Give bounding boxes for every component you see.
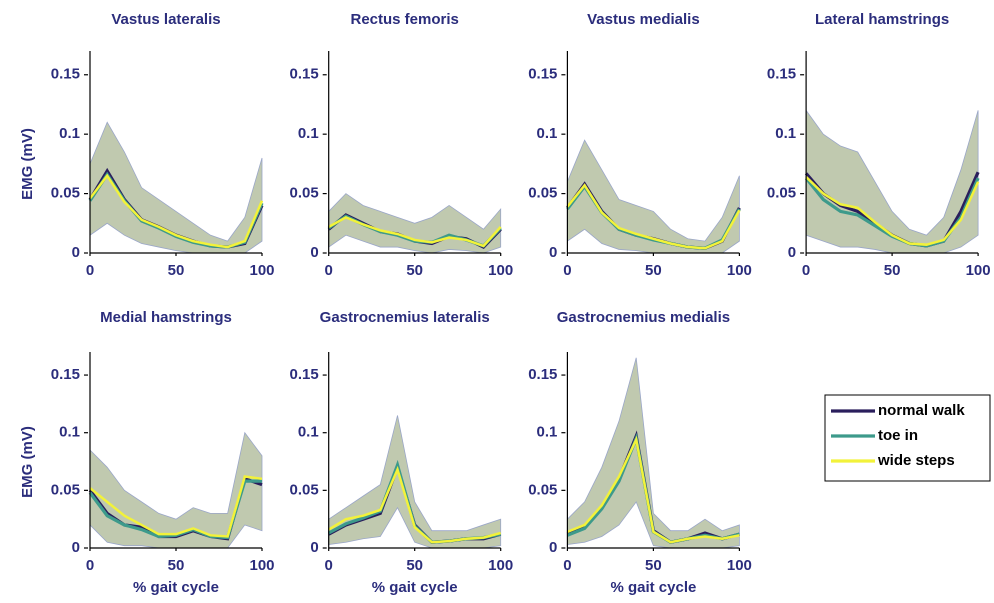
x-tick-label: 50 bbox=[168, 557, 185, 574]
series-line bbox=[89, 475, 263, 538]
x-tick-label: 0 bbox=[563, 557, 571, 574]
variability-band bbox=[89, 121, 263, 254]
y-tick-label: 0 bbox=[788, 244, 796, 261]
panel-title: Vastus medialis bbox=[587, 11, 700, 28]
x-tick-label: 0 bbox=[86, 262, 94, 279]
x-axis-label: % gait cycle bbox=[610, 579, 696, 596]
legend-box bbox=[824, 394, 991, 482]
x-tick-label: 0 bbox=[86, 557, 94, 574]
panel: Vastus lateralis 0 0.05 0.1 0.15 0 50 100 EMG (m… bbox=[19, 11, 275, 279]
y-tick-label: 0 bbox=[72, 244, 80, 261]
x-tick-label: 100 bbox=[727, 262, 752, 279]
y-tick-label: 0.05 bbox=[289, 185, 318, 202]
panel: Lateral hamstrings 0 0.05 0.1 0.15 0 50 100 bbox=[767, 11, 991, 279]
x-axis-label: % gait cycle bbox=[133, 579, 219, 596]
y-axis-label: EMG (mV) bbox=[19, 128, 36, 200]
y-tick-label: 0.1 bbox=[59, 424, 80, 441]
y-tick-label: 0.15 bbox=[767, 66, 796, 83]
x-tick-label: 100 bbox=[488, 557, 513, 574]
panel-title: Lateral hamstrings bbox=[815, 11, 949, 28]
panel-title: Gastrocnemius medialis bbox=[557, 309, 730, 326]
x-tick-label: 0 bbox=[802, 262, 810, 279]
y-tick-label: 0.05 bbox=[528, 481, 557, 498]
y-tick-label: 0 bbox=[310, 539, 318, 556]
variability-band bbox=[805, 109, 979, 254]
legend: normal walk toe in wide steps bbox=[824, 394, 991, 482]
x-tick-label: 50 bbox=[406, 262, 423, 279]
x-tick-label: 100 bbox=[249, 262, 274, 279]
y-tick-label: 0.05 bbox=[767, 185, 796, 202]
panel-title: Vastus lateralis bbox=[111, 11, 220, 28]
y-tick-label: 0.1 bbox=[298, 424, 319, 441]
panel: Gastrocnemius medialis 0 0.05 0.1 0.15 0 50 100… bbox=[528, 309, 991, 596]
x-tick-label: 0 bbox=[563, 262, 571, 279]
y-tick-label: 0.15 bbox=[51, 366, 80, 383]
x-tick-label: 50 bbox=[884, 262, 901, 279]
panel: Medial hamstrings 0 0.05 0.1 0.15 0 50 100 EMG (… bbox=[19, 309, 275, 596]
x-axis-label: % gait cycle bbox=[372, 579, 458, 596]
series-line bbox=[328, 465, 502, 544]
series-line bbox=[566, 183, 741, 250]
x-tick-label: 50 bbox=[406, 557, 423, 574]
legend-label: normal walk bbox=[878, 402, 965, 419]
y-tick-label: 0 bbox=[72, 539, 80, 556]
x-tick-label: 100 bbox=[488, 262, 513, 279]
legend-label: wide steps bbox=[877, 452, 955, 469]
x-tick-label: 50 bbox=[168, 262, 185, 279]
series-line bbox=[328, 215, 502, 248]
panel-title: Gastrocnemius lateralis bbox=[320, 309, 490, 326]
x-tick-label: 0 bbox=[325, 557, 333, 574]
x-tick-label: 0 bbox=[325, 262, 333, 279]
y-tick-label: 0 bbox=[549, 244, 557, 261]
panel: Vastus medialis 0 0.05 0.1 0.15 0 50 100 bbox=[528, 11, 752, 279]
legend-label: toe in bbox=[878, 427, 918, 444]
y-tick-label: 0.15 bbox=[289, 66, 318, 83]
y-tick-label: 0.05 bbox=[289, 481, 318, 498]
variability-band bbox=[567, 139, 740, 254]
panel-title: Rectus femoris bbox=[351, 11, 459, 28]
y-tick-label: 0.05 bbox=[51, 481, 80, 498]
panel: Gastrocnemius lateralis 0 0.05 0.1 0.15 0 50 10… bbox=[289, 309, 513, 596]
y-tick-label: 0 bbox=[549, 539, 557, 556]
y-tick-label: 0.1 bbox=[537, 125, 558, 142]
series-line bbox=[805, 176, 980, 246]
y-tick-label: 0.15 bbox=[51, 66, 80, 83]
y-tick-label: 0.05 bbox=[528, 185, 557, 202]
y-axis-label: EMG (mV) bbox=[19, 426, 36, 498]
x-tick-label: 100 bbox=[249, 557, 274, 574]
x-tick-label: 100 bbox=[966, 262, 991, 279]
x-tick-label: 100 bbox=[727, 557, 752, 574]
y-tick-label: 0.1 bbox=[537, 424, 558, 441]
panel: Rectus femoris 0 0.05 0.1 0.15 0 50 100 bbox=[289, 11, 513, 279]
y-tick-label: 0.15 bbox=[528, 366, 557, 383]
y-tick-label: 0.15 bbox=[289, 366, 318, 383]
variability-band bbox=[89, 431, 263, 549]
panel-title: Medial hamstrings bbox=[100, 309, 232, 326]
x-tick-label: 50 bbox=[645, 262, 662, 279]
y-tick-label: 0.1 bbox=[59, 125, 80, 142]
y-tick-label: 0 bbox=[310, 244, 318, 261]
y-tick-label: 0.15 bbox=[528, 66, 557, 83]
series-line bbox=[89, 173, 264, 249]
y-tick-label: 0.1 bbox=[298, 125, 319, 142]
x-tick-label: 50 bbox=[645, 557, 662, 574]
series-line bbox=[566, 435, 740, 544]
variability-band bbox=[567, 357, 740, 549]
y-tick-label: 0.05 bbox=[51, 185, 80, 202]
y-tick-label: 0.1 bbox=[775, 125, 796, 142]
